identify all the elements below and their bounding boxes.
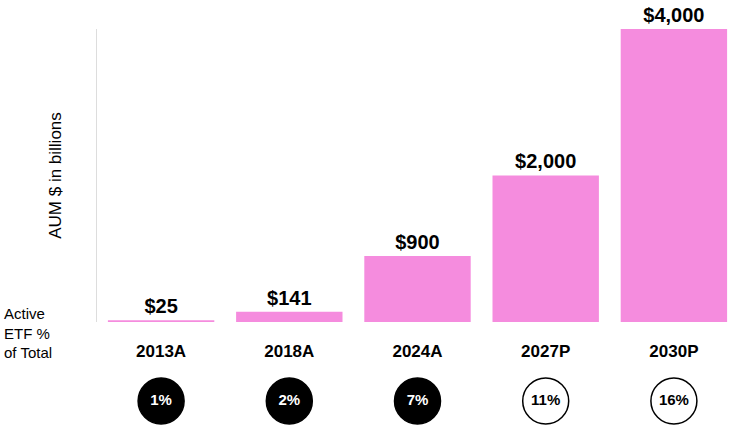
svg-text:7%: 7% xyxy=(407,391,429,408)
svg-text:$900: $900 xyxy=(395,231,440,253)
svg-text:AUM $ in billions: AUM $ in billions xyxy=(46,112,65,239)
svg-text:ActiveETF %of Total: ActiveETF %of Total xyxy=(4,305,52,361)
svg-text:$141: $141 xyxy=(267,287,312,309)
svg-text:$4,000: $4,000 xyxy=(643,4,704,26)
svg-text:2013A: 2013A xyxy=(136,342,186,361)
svg-text:2030P: 2030P xyxy=(649,342,698,361)
svg-text:2027P: 2027P xyxy=(521,342,570,361)
svg-text:$25: $25 xyxy=(144,295,177,317)
svg-text:2018A: 2018A xyxy=(264,342,314,361)
svg-text:2%: 2% xyxy=(278,391,300,408)
svg-text:11%: 11% xyxy=(531,391,560,408)
svg-text:1%: 1% xyxy=(150,391,172,408)
svg-text:16%: 16% xyxy=(659,391,689,408)
svg-text:$2,000: $2,000 xyxy=(515,150,576,172)
svg-text:2024A: 2024A xyxy=(392,342,442,361)
